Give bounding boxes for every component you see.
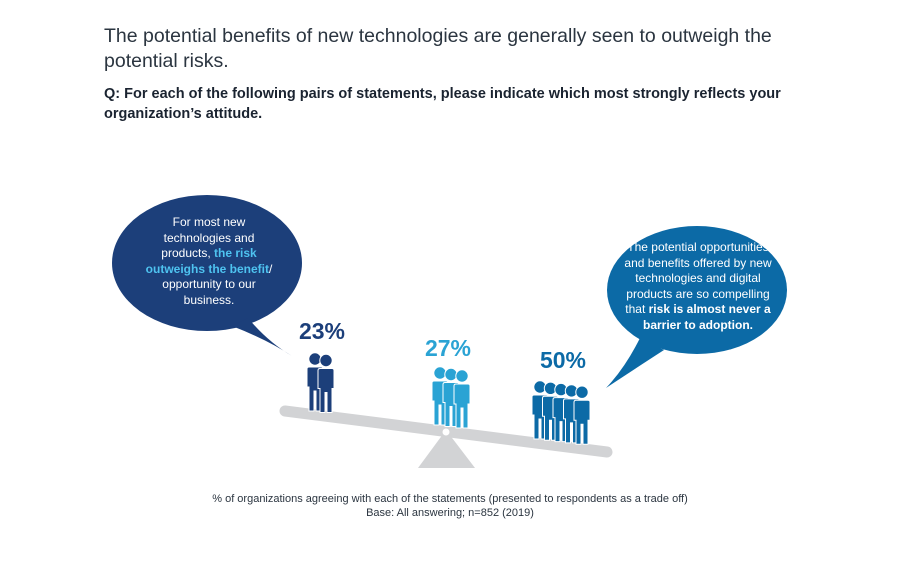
bubble-left-text-before: For most new technologies and products,: [161, 215, 255, 260]
person-figure: [317, 353, 335, 413]
bubble-right-text-before: The potential opportunities and benefits…: [624, 240, 772, 316]
pct-label-neutral: 27%: [425, 335, 471, 361]
bubble-right-text: The potential opportunities and benefits…: [616, 240, 780, 333]
pct-label-benefit: 50%: [540, 347, 586, 373]
page-title: The potential benefits of new technologi…: [104, 25, 772, 72]
bubble-left-text: For most new technologies and products, …: [142, 215, 276, 308]
bubble-right: [606, 226, 787, 388]
bubble-right-highlight: risk is almost never a barrier to adopti…: [642, 302, 771, 332]
footer-base: Base: All answering; n=852 (2019): [366, 507, 534, 519]
bubble-left-highlight: the risk outweighs the benefit: [145, 246, 269, 276]
pct-label-risk: 23%: [299, 318, 345, 344]
person-figure: [442, 367, 460, 427]
figure-group-neutral: [431, 366, 471, 429]
footer-note: % of organizations agreeing with each of…: [212, 493, 688, 505]
person-figure: [453, 369, 471, 429]
figure-group-benefit: [531, 380, 591, 445]
bubble-left-text-after: / opportunity to our business.: [162, 261, 273, 307]
person-figure: [573, 385, 591, 445]
seesaw-fulcrum: [418, 430, 475, 468]
figure-group-risk: [306, 352, 335, 413]
bubble-left: [112, 195, 302, 356]
seesaw-pivot: [442, 428, 450, 436]
survey-question: Q: For each of the following pairs of st…: [104, 86, 781, 122]
